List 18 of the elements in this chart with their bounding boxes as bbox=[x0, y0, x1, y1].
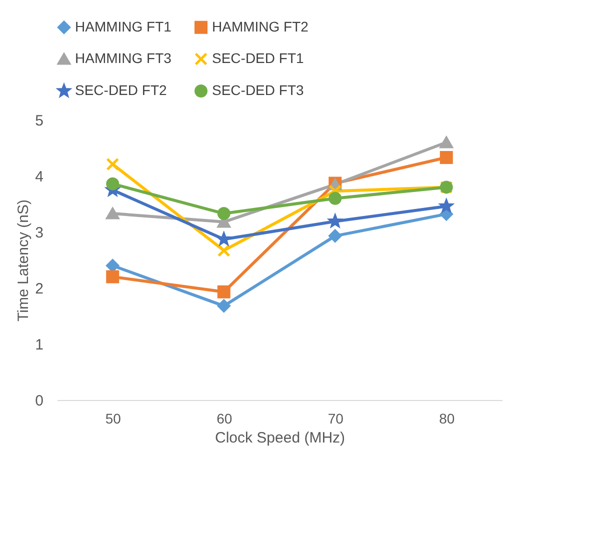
x-tick-label: 50 bbox=[105, 410, 122, 426]
legend-label: SEC-DED FT2 bbox=[75, 82, 167, 98]
x-tick-label: 60 bbox=[216, 410, 232, 426]
legend-label: SEC-DED FT1 bbox=[212, 50, 304, 66]
legend-label: SEC-DED FT3 bbox=[212, 82, 304, 98]
legend-label: HAMMING FT1 bbox=[75, 18, 172, 34]
y-tick-label: 1 bbox=[35, 336, 44, 354]
y-tick-label: 4 bbox=[35, 168, 44, 186]
y-tick-label: 2 bbox=[35, 280, 44, 298]
legend-label: HAMMING FT3 bbox=[75, 50, 172, 66]
y-axis-title: Time Latency (nS) bbox=[15, 200, 32, 322]
x-axis-title: Clock Speed (MHz) bbox=[214, 430, 346, 446]
y-tick-label: 5 bbox=[35, 112, 44, 130]
x-tick-label: 80 bbox=[439, 410, 455, 426]
y-tick-label: 3 bbox=[35, 224, 44, 242]
y-tick-label: 0 bbox=[35, 392, 44, 410]
legend-label: HAMMING FT2 bbox=[212, 18, 309, 34]
x-tick-label: 70 bbox=[328, 410, 344, 426]
